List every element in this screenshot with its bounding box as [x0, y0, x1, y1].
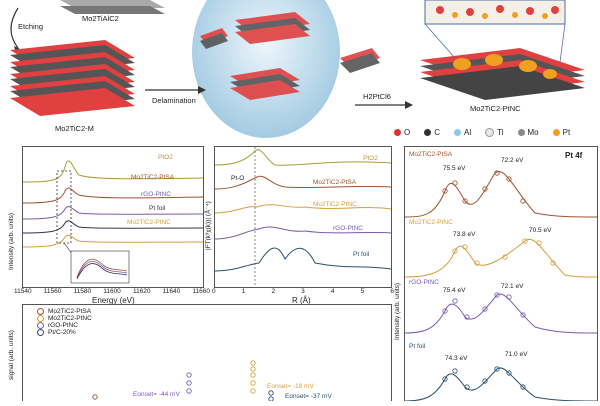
legend-item-c: C [424, 128, 440, 137]
exafs-plot [214, 147, 392, 287]
label-h2ptcl6: H2PtCl6 [363, 92, 391, 101]
etching-arrow [10, 7, 19, 49]
bottom-annotation-1: Eonset= -18 mV [267, 383, 314, 390]
bottom-plot [92, 360, 274, 402]
xanes-curve-ptsa [22, 187, 204, 204]
exafs-xlabel: R (Å) [292, 296, 311, 305]
xanes-panel: PtO2 Mo2TiC2-PtSA rGO-PtNC Pt foil Mo2Ti… [22, 146, 204, 288]
label-etching: Etching [18, 22, 44, 31]
exafs-panel: Pt-O PtO2 Mo2TiC2-PtSA Mo2TiC2-PtNC rGO-… [214, 146, 392, 288]
label-mo2tic2-m: Mo2TiC2-M [55, 124, 94, 133]
xps-curve-ptfoil [404, 367, 598, 402]
exafs-legend-ptnc: Mo2TiC2-PtNC [313, 201, 357, 208]
label-mo2tialc2: Mo2TiAlC2 [82, 14, 119, 23]
xanes-inset [70, 250, 130, 284]
xps-title: Pt 4f [565, 151, 583, 160]
zoom-inset [424, 0, 566, 25]
exafs-curve-rgo [214, 226, 392, 240]
xanes-legend-pto2: PtO2 [158, 154, 173, 161]
xps-peak-rgo-2: 72.1 eV [501, 283, 524, 290]
exafs-curve-pto2 [214, 149, 392, 166]
xps-peak-rgo-1: 75.4 eV [443, 287, 466, 294]
xps-panel: Pt 4f Mo2TiC2-PtSA 75.5 eV 72.2 eV Mo2Ti… [404, 146, 598, 402]
xps-peak-ptnc-1: 73.8 eV [453, 231, 476, 238]
xanes-legend-ptfoil: Pt foil [149, 205, 166, 212]
bottom-panel: Mo2TiC2-PtSA Mo2TiC2-PtNC rGO-PtNC Pt/C-… [22, 304, 392, 402]
xps-curve-ptnc [404, 238, 598, 278]
bottom-legend-ptc: Pt/C-20% [37, 329, 92, 336]
mo2tialc2-slab [60, 0, 165, 14]
bottom-legend: Mo2TiC2-PtSA Mo2TiC2-PtNC rGO-PtNC Pt/C-… [37, 308, 92, 336]
legend-item-mo: Mo [517, 128, 539, 137]
schematic-panel: Mo2TiAlC2 Etching Mo2TiC2-M Delamination… [0, 0, 600, 142]
xps-peak-ptsa-1: 75.5 eV [443, 165, 466, 172]
xps-peak-ptfoil-2: 71.0 eV [505, 351, 528, 358]
xanes-xlabel: Energy (eV) [92, 296, 135, 305]
xps-label-rgo: rGO-PtNC [409, 279, 439, 286]
xanes-plot [22, 160, 204, 284]
label-delamination: Delamination [152, 96, 196, 105]
delamination-bubble [192, 0, 380, 138]
exafs-legend-pto2: PtO2 [363, 155, 378, 162]
xanes-curve-rgo [22, 206, 204, 220]
legend-item-ti: Ti [485, 127, 504, 137]
xanes-curve-ptfoil [22, 220, 204, 234]
exafs-curve-ptnc [214, 204, 392, 214]
bottom-legend-ptnc: Mo2TiC2-PtNC [37, 315, 92, 322]
legend-item-al: Al [454, 128, 471, 137]
legend-item-pt: Pt [552, 128, 570, 137]
xps-label-ptsa: Mo2TiC2-PtSA [409, 151, 453, 158]
xps-curve-ptsa [404, 171, 598, 218]
exafs-legend-rgo: rGO-PtNC [333, 225, 363, 232]
exafs-annotation-pto: Pt-O [231, 175, 245, 182]
xanes-legend-ptnc: Mo2TiC2-PtNC [127, 219, 171, 226]
xps-peak-ptsa-2: 72.2 eV [501, 157, 524, 164]
xps-ylabel: Intensity (arb. units) [394, 282, 401, 340]
xps-label-ptfoil: Pt foil [409, 343, 426, 350]
mo2tic2-ptnc-slab [420, 48, 585, 100]
atom-legend: O C Al Ti Mo Pt [394, 126, 594, 138]
xanes-legend-rgo: rGO-PtNC [141, 191, 171, 198]
bottom-legend-rgo: rGO-PtNC [37, 322, 92, 329]
xps-label-ptnc: Mo2TiC2-PtNC [409, 219, 453, 226]
legend-item-o: O [394, 128, 410, 137]
xanes-curve-ptnc [22, 234, 204, 248]
xanes-legend-ptsa: Mo2TiC2-PtSA [131, 174, 175, 181]
exafs-ylabel: |FT(k³χ(k))| (Å⁻⁴) [205, 201, 212, 250]
bottom-annotation-3: Eonset= -37 mV [285, 393, 332, 400]
mo2tic2-m-stack [10, 40, 135, 116]
xps-plot [404, 170, 598, 402]
bottom-legend-ptsa: Mo2TiC2-PtSA [37, 308, 92, 315]
xps-peak-ptnc-2: 70.5 eV [529, 227, 552, 234]
xanes-curve-pto2 [22, 160, 204, 183]
schematic-figure [10, 0, 585, 138]
exafs-legend-ptsa: Mo2TiC2-PtSA [313, 179, 357, 186]
xps-curve-rgo [404, 293, 598, 334]
xanes-xticks: 11540 11560 11580 11600 11620 11640 11660 [14, 288, 210, 295]
xps-peak-ptfoil-1: 74.3 eV [445, 355, 468, 362]
exafs-legend-ptfoil: Pt foil [353, 251, 370, 258]
bottom-ylabel: signal (arb. units) [8, 330, 15, 380]
exafs-curve-ptsa [214, 175, 392, 190]
bottom-annotation-2: Eonset= -44 mV [133, 391, 180, 398]
label-mo2tic2-ptnc: Mo2TiC2-PtNC [470, 104, 521, 113]
xanes-ylabel: Intensity (arb. units) [8, 212, 15, 270]
exafs-curve-ptfoil [214, 247, 392, 272]
